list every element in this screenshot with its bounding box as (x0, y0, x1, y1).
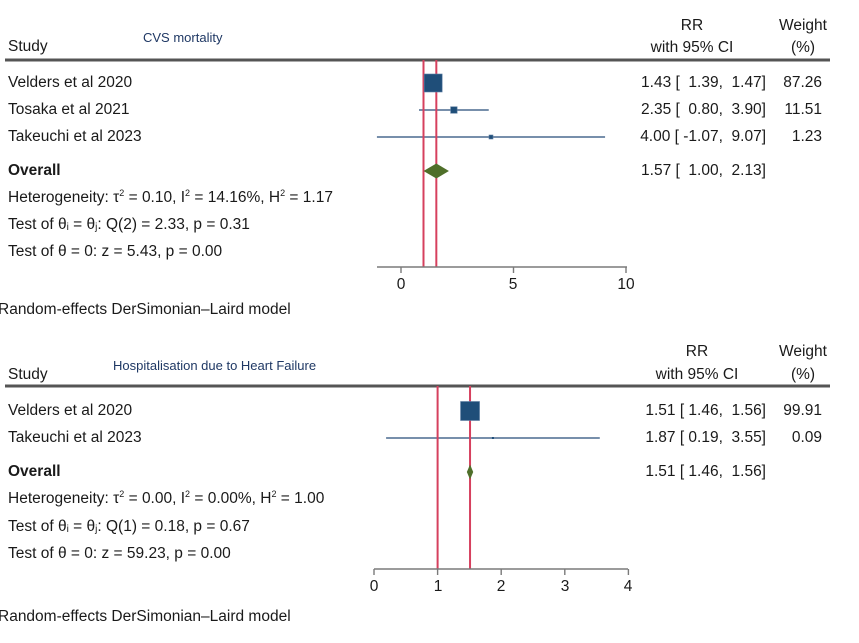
model-note: Random-effects DerSimonian–Laird model (0, 608, 291, 625)
x-tick-label: 0 (396, 276, 406, 293)
weight-value: 11.51 (784, 101, 822, 118)
study-marker (460, 401, 480, 421)
weight-value: 87.26 (783, 74, 822, 91)
rr-column-subheader: with 95% CI (655, 366, 739, 383)
overall-diamond (466, 464, 474, 480)
overall-effect-ci-value: 1.57 [ 1.00, 2.13] (641, 162, 766, 179)
study-marker (423, 73, 443, 93)
overall-label: Overall (8, 463, 61, 480)
effect-ci-value: 1.87 [ 0.19, 3.55] (645, 429, 766, 446)
rr-column-header: RR (680, 17, 704, 34)
weight-column-header: Weight (779, 17, 827, 34)
study-column-header: Study (8, 366, 48, 383)
x-tick-label: 2 (496, 578, 506, 595)
rr-column-header: RR (685, 343, 709, 360)
study-marker (488, 134, 494, 140)
homogeneity-test: Test of θi = θj: Q(2) = 2.33, p = 0.31 (8, 216, 250, 233)
study-marker (491, 437, 494, 439)
effect-ci-value: 1.51 [ 1.46, 1.56] (645, 402, 766, 419)
heterogeneity-stats: Heterogeneity: τ2 = 0.10, I2 = 14.16%, H… (8, 188, 333, 207)
x-tick-label: 0 (369, 578, 379, 595)
weight-value: 99.91 (783, 402, 822, 419)
effect-ci-value: 4.00 [ -1.07, 9.07] (640, 128, 766, 145)
weight-value: 0.09 (791, 429, 822, 446)
heterogeneity-stats: Heterogeneity: τ2 = 0.00, I2 = 0.00%, H2… (8, 489, 325, 508)
weight-value: 1.23 (791, 128, 822, 145)
overall-label: Overall (8, 162, 61, 179)
x-tick-label: 3 (560, 578, 570, 595)
x-tick-label: 1 (433, 578, 443, 595)
model-note: Random-effects DerSimonian–Laird model (0, 301, 291, 318)
study-label: Velders et al 2020 (8, 402, 133, 419)
panel-title: CVS mortality (143, 30, 223, 45)
effect-ci-value: 1.43 [ 1.39, 1.47] (641, 74, 766, 91)
weight-column-subheader: (%) (790, 366, 816, 383)
panel-title: Hospitalisation due to Heart Failure (113, 358, 317, 373)
study-marker (450, 106, 458, 114)
overall-effect-test: Test of θ = 0: z = 5.43, p = 0.00 (8, 243, 223, 260)
weight-column-header: Weight (779, 343, 827, 360)
study-label: Velders et al 2020 (8, 74, 133, 91)
overall-effect-test: Test of θ = 0: z = 59.23, p = 0.00 (8, 545, 231, 562)
effect-ci-value: 2.35 [ 0.80, 3.90] (641, 101, 766, 118)
rr-column-subheader: with 95% CI (650, 39, 734, 56)
study-label: Takeuchi et al 2023 (8, 429, 142, 446)
weight-column-subheader: (%) (790, 39, 816, 56)
x-tick-label: 4 (623, 578, 633, 595)
overall-diamond (423, 163, 449, 179)
x-tick-label: 5 (508, 276, 518, 293)
study-label: Tosaka et al 2021 (8, 101, 130, 118)
overall-effect-ci-value: 1.51 [ 1.46, 1.56] (645, 463, 766, 480)
x-tick-label: 10 (617, 276, 635, 293)
study-label: Takeuchi et al 2023 (8, 128, 142, 145)
study-column-header: Study (8, 38, 48, 55)
homogeneity-test: Test of θi = θj: Q(1) = 0.18, p = 0.67 (8, 518, 250, 535)
